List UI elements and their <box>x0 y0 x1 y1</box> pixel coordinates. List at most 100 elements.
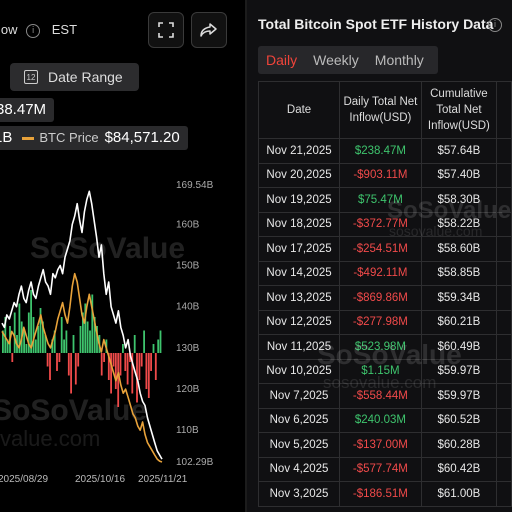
inflow-bar[interactable] <box>147 353 150 398</box>
info-icon[interactable]: i <box>26 23 41 38</box>
inflow-bar[interactable] <box>42 321 44 354</box>
table-row: Nov 13,2025 -$869.86M $59.34B <box>257 285 512 311</box>
inflow-bar[interactable] <box>58 353 61 362</box>
row-cumulative: $58.30B <box>420 187 498 213</box>
inflow-bar[interactable] <box>112 353 115 367</box>
flow-label: low <box>0 22 18 37</box>
row-cumulative: $60.49B <box>420 334 498 360</box>
tab-daily[interactable]: Daily <box>266 52 298 68</box>
share-icon <box>200 23 217 37</box>
inflow-bar[interactable] <box>53 330 56 354</box>
inflow-bar[interactable] <box>96 326 98 353</box>
inflow-bar[interactable] <box>56 353 58 371</box>
inflow-bar[interactable] <box>2 330 4 354</box>
inflow-bar[interactable] <box>122 344 124 353</box>
table-row: Nov 6,2025 $240.03M $60.52B <box>257 407 512 433</box>
inflow-bar[interactable] <box>37 326 40 353</box>
chart-watermark: SoSoValue SoSoValue value.com <box>0 232 185 451</box>
tab-monthly[interactable]: Monthly <box>374 52 424 68</box>
row-date: Nov 5,2025 <box>257 432 341 458</box>
row-cumulative: $60.21B <box>420 309 498 335</box>
row-daily-inflow: -$277.98M <box>339 309 422 335</box>
share-button[interactable] <box>191 12 227 48</box>
inflow-bar[interactable] <box>63 339 65 354</box>
inflow-bar[interactable] <box>138 353 141 380</box>
row-extra <box>496 358 512 384</box>
inflow-bar[interactable] <box>70 353 72 394</box>
inflow-bar[interactable] <box>67 353 70 376</box>
inflow-bar[interactable] <box>34 339 37 354</box>
chart-header: low i EST <box>0 22 77 38</box>
date-range-button[interactable]: 12 Date Range <box>10 63 139 91</box>
inflow-bar[interactable] <box>65 330 68 354</box>
history-title: Total Bitcoin Spot ETF History Data <box>258 16 494 32</box>
inflow-bar[interactable] <box>72 335 75 353</box>
inflow-chart[interactable]: SoSoValue SoSoValue value.com 169.54B 160… <box>0 0 245 512</box>
inflow-bar[interactable] <box>114 353 117 389</box>
row-cumulative: $60.42B <box>420 456 498 482</box>
tab-weekly[interactable]: Weekly <box>313 52 359 68</box>
inflow-bar[interactable] <box>131 353 134 394</box>
inflow-bar[interactable] <box>51 339 54 354</box>
inflow-bar[interactable] <box>18 303 21 354</box>
inflow-bar[interactable] <box>25 344 28 353</box>
inflow-bar[interactable] <box>145 353 148 389</box>
info-icon[interactable]: i <box>488 18 502 32</box>
inflow-bar[interactable] <box>110 353 112 394</box>
inflow-bar[interactable] <box>86 321 89 354</box>
inflow-bar[interactable] <box>93 317 96 353</box>
row-extra <box>496 211 512 237</box>
inflow-bar[interactable] <box>77 353 80 367</box>
fullscreen-button[interactable] <box>148 12 184 48</box>
inflow-bar[interactable] <box>23 330 25 354</box>
inflow-bar[interactable] <box>74 353 77 385</box>
y-tick-label: 102.29B <box>176 457 214 468</box>
row-cumulative: $60.52B <box>420 407 498 433</box>
inflow-bar[interactable] <box>60 317 63 353</box>
col-cumulative-inflow: Cumulative Total Net Inflow(USD) <box>420 81 498 139</box>
inflow-bar[interactable] <box>152 344 155 353</box>
inflow-bar[interactable] <box>150 353 152 371</box>
inflow-bar[interactable] <box>133 335 136 353</box>
inflow-bar[interactable] <box>46 353 49 367</box>
row-extra <box>496 309 512 335</box>
inflow-bar[interactable] <box>129 353 131 362</box>
inflow-bar[interactable] <box>82 312 84 354</box>
row-date: Nov 12,2025 <box>257 309 341 335</box>
inflow-bar[interactable] <box>32 317 35 353</box>
y-tick-label: 169.54B <box>176 180 214 191</box>
table-row: Nov 12,2025 -$277.98M $60.21B <box>257 309 512 335</box>
inflow-bar[interactable] <box>159 330 162 354</box>
inflow-bar[interactable] <box>27 312 30 354</box>
timezone-label: EST <box>51 22 78 37</box>
inflow-bar[interactable] <box>4 317 7 353</box>
inflow-bar[interactable] <box>6 339 9 354</box>
inflow-bar[interactable] <box>30 290 32 353</box>
table-row: Nov 5,2025 -$137.00M $60.28B <box>257 432 512 458</box>
inflow-bar[interactable] <box>91 294 94 354</box>
inflow-bar[interactable] <box>89 330 91 354</box>
inflow-bar[interactable] <box>119 353 122 376</box>
inflow-bar[interactable] <box>84 303 87 354</box>
inflow-bar[interactable] <box>124 353 127 371</box>
inflow-bar[interactable] <box>100 353 103 376</box>
inflow-bar[interactable] <box>49 353 51 380</box>
row-cumulative: $57.64B <box>420 138 498 164</box>
btc-price-swatch <box>22 136 35 140</box>
inflow-bar[interactable] <box>107 353 110 380</box>
inflow-bar[interactable] <box>154 353 157 380</box>
row-daily-inflow: -$137.00M <box>339 432 422 458</box>
inflow-bar[interactable] <box>117 353 120 407</box>
inflow-bar[interactable] <box>140 353 143 367</box>
row-daily-inflow: -$492.11M <box>339 260 422 286</box>
inflow-bar[interactable] <box>39 308 42 353</box>
inflow-bar[interactable] <box>11 353 14 362</box>
table-row: Nov 18,2025 -$372.77M $58.22B <box>257 211 512 237</box>
inflow-bar[interactable] <box>143 330 145 354</box>
inflow-bar[interactable] <box>157 339 160 354</box>
inflow-bar[interactable] <box>79 326 82 353</box>
inflow-bar[interactable] <box>13 312 16 354</box>
inflow-bar[interactable] <box>103 353 105 362</box>
inflow-bar[interactable] <box>126 353 129 385</box>
inflow-bar[interactable] <box>44 335 47 353</box>
